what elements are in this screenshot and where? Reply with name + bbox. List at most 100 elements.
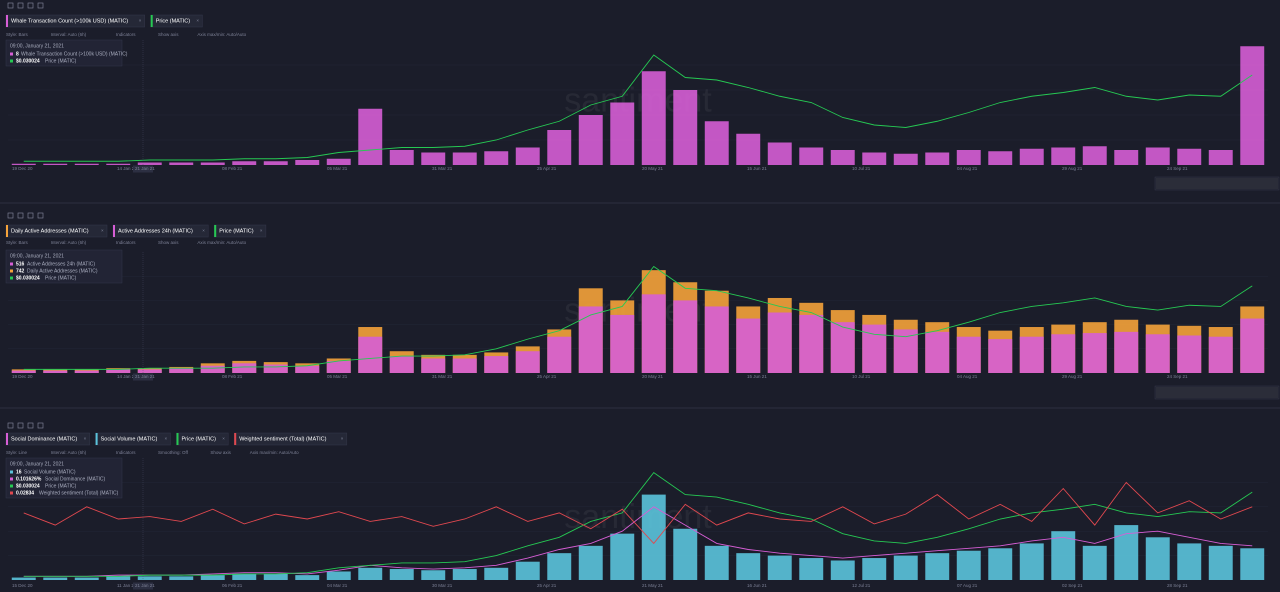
bar xyxy=(1019,148,1044,165)
chart-control[interactable]: Indicators xyxy=(116,450,136,455)
bar xyxy=(1082,146,1107,165)
x-tick-label: 14 Jan 21 xyxy=(117,166,137,171)
bar xyxy=(358,108,383,165)
toolbar-icon[interactable] xyxy=(37,212,44,219)
chart-control[interactable]: Axis max/min: Auto/Auto xyxy=(197,32,246,37)
toolbar-icon[interactable] xyxy=(17,422,24,429)
hover-date-box xyxy=(133,582,153,590)
metric-name: Daily Active Addresses (MATIC) xyxy=(11,228,89,234)
bar xyxy=(956,150,981,165)
metric-close[interactable]: × xyxy=(341,436,344,441)
toolbar-icon[interactable] xyxy=(27,212,34,219)
toolbar-icon[interactable] xyxy=(27,422,34,429)
chart-control[interactable]: Style: Bars xyxy=(6,32,29,37)
toolbar-icon[interactable] xyxy=(37,2,44,9)
navigator-window[interactable] xyxy=(1156,387,1278,398)
x-tick-label: 20 May 21 xyxy=(642,374,664,379)
x-tick-label: 24 Sep 21 xyxy=(1167,166,1188,171)
navigator[interactable] xyxy=(1154,385,1280,400)
bar xyxy=(232,161,257,165)
x-tick-label: 25 Apr 21 xyxy=(537,374,557,379)
x-tick-label: 06 Feb 21 xyxy=(222,583,243,588)
chart-control[interactable]: Indicators xyxy=(116,32,136,37)
x-tick-label: 08 Feb 21 xyxy=(222,166,243,171)
bar xyxy=(767,555,792,580)
bar xyxy=(74,163,99,165)
bar xyxy=(326,360,351,373)
metric-close[interactable]: × xyxy=(202,228,205,233)
x-tick-label: 11 Jan 21 xyxy=(117,583,137,588)
bar xyxy=(799,558,824,580)
bar xyxy=(1051,147,1076,165)
bar xyxy=(988,339,1013,373)
bar xyxy=(704,121,729,165)
chart-control[interactable]: Axis max/min: Auto/Auto xyxy=(250,450,299,455)
x-tick-label: 30 Mar 21 xyxy=(432,583,453,588)
line xyxy=(23,481,1253,545)
chart-control[interactable]: Smoothing: Off xyxy=(158,450,189,455)
bar xyxy=(988,548,1013,580)
metric-color xyxy=(234,433,237,445)
tooltip-value: 516 xyxy=(16,261,25,267)
metric-close[interactable]: × xyxy=(139,18,142,23)
x-tick-label: 24 Sep 21 xyxy=(1167,374,1188,379)
x-tick-label: 12 Jul 21 xyxy=(852,583,871,588)
toolbar-icon[interactable] xyxy=(7,422,14,429)
line xyxy=(23,54,1253,162)
chart-control[interactable]: Show axis xyxy=(158,32,179,37)
chart-control[interactable]: Interval: Auto (6h) xyxy=(51,450,87,455)
x-tick-label: 02 Sep 21 xyxy=(1062,583,1083,588)
x-tick-label: 08 Feb 21 xyxy=(222,374,243,379)
x-tick-label: 04 Aug 21 xyxy=(957,166,978,171)
chart-control[interactable]: Show axis xyxy=(210,450,231,455)
toolbar-icon[interactable] xyxy=(37,422,44,429)
metric-close[interactable]: × xyxy=(196,18,199,23)
navigator[interactable] xyxy=(1154,176,1280,191)
chart-control[interactable]: Style: Line xyxy=(6,450,28,455)
tooltip-value: 742 xyxy=(16,268,25,274)
metric-name: Whale Transaction Count (>100k USD) (MAT… xyxy=(11,18,128,24)
metric-close[interactable]: × xyxy=(101,228,104,233)
tooltip-label: Daily Active Addresses (MATIC) xyxy=(27,268,98,274)
bar xyxy=(200,162,225,165)
tooltip-swatch xyxy=(10,491,13,495)
tooltip-label: Social Volume (MATIC) xyxy=(24,469,76,475)
metric-close[interactable]: × xyxy=(222,436,225,441)
toolbar-icon[interactable] xyxy=(7,2,14,9)
metric-name: Social Dominance (MATIC) xyxy=(11,436,77,442)
bar xyxy=(830,150,855,165)
metric-close[interactable]: × xyxy=(165,436,168,441)
bar xyxy=(1240,548,1265,580)
bar xyxy=(484,151,509,165)
bar xyxy=(421,570,446,580)
x-tick-label: 19 Dec 20 xyxy=(12,374,33,379)
toolbar-icon[interactable] xyxy=(7,212,14,219)
chart-control[interactable]: Axis max/min: Auto/Auto xyxy=(197,240,246,245)
bar xyxy=(673,90,698,165)
x-tick-label: 25 Apr 21 xyxy=(537,166,557,171)
chart-control[interactable]: Indicators xyxy=(116,240,136,245)
toolbar-icon[interactable] xyxy=(27,2,34,9)
toolbar-icon[interactable] xyxy=(17,2,24,9)
x-tick-label: 05 Mar 21 xyxy=(327,374,348,379)
bar xyxy=(11,163,36,165)
metric-close[interactable]: × xyxy=(260,228,263,233)
bar xyxy=(893,329,918,373)
chart-control[interactable]: Style: Bars xyxy=(6,240,29,245)
bar xyxy=(547,336,572,373)
bar xyxy=(925,331,950,373)
bar xyxy=(358,336,383,373)
navigator-window[interactable] xyxy=(1156,178,1278,189)
chart-control[interactable]: Interval: Auto (6h) xyxy=(51,240,87,245)
toolbar-icon[interactable] xyxy=(17,212,24,219)
tooltip-value: $0.030024 xyxy=(16,483,40,489)
chart-control[interactable]: Show axis xyxy=(158,240,179,245)
bar xyxy=(704,545,729,580)
metric-close[interactable]: × xyxy=(84,436,87,441)
bar xyxy=(421,152,446,165)
hover-date: 21 Jan 21 xyxy=(135,166,155,171)
chart-control[interactable]: Interval: Auto (6h) xyxy=(51,32,87,37)
bar xyxy=(515,561,540,580)
